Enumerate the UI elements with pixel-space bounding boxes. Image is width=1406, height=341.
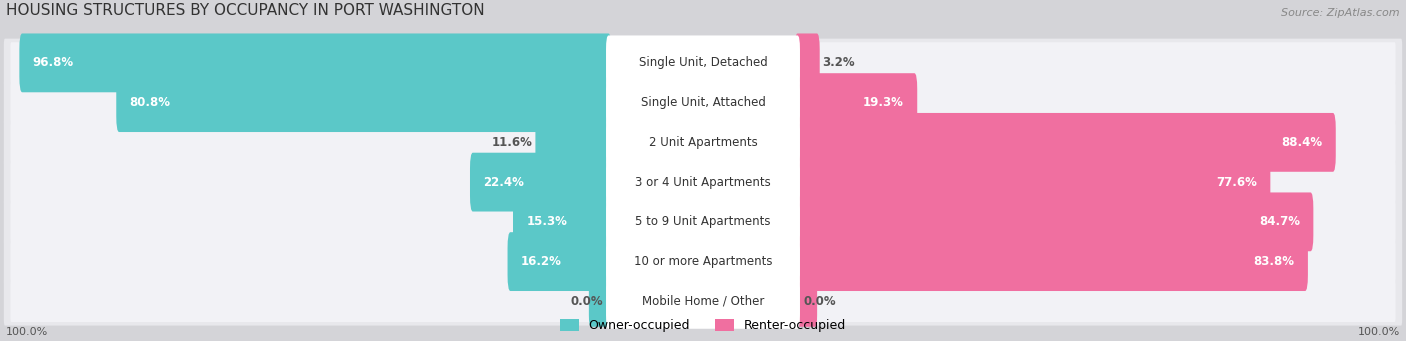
FancyBboxPatch shape (4, 118, 1402, 167)
FancyBboxPatch shape (796, 276, 817, 327)
Text: 0.0%: 0.0% (803, 295, 835, 308)
Text: 80.8%: 80.8% (129, 96, 170, 109)
FancyBboxPatch shape (470, 153, 612, 211)
Text: 3.2%: 3.2% (823, 56, 855, 69)
Text: Mobile Home / Other: Mobile Home / Other (641, 295, 765, 308)
FancyBboxPatch shape (606, 115, 800, 170)
FancyBboxPatch shape (20, 33, 612, 92)
FancyBboxPatch shape (10, 82, 1396, 123)
Text: Source: ZipAtlas.com: Source: ZipAtlas.com (1281, 9, 1400, 18)
FancyBboxPatch shape (10, 122, 1396, 163)
Text: HOUSING STRUCTURES BY OCCUPANCY IN PORT WASHINGTON: HOUSING STRUCTURES BY OCCUPANCY IN PORT … (6, 3, 485, 18)
FancyBboxPatch shape (606, 274, 800, 329)
Legend: Owner-occupied, Renter-occupied: Owner-occupied, Renter-occupied (555, 314, 851, 337)
FancyBboxPatch shape (4, 39, 1402, 87)
Text: 3 or 4 Unit Apartments: 3 or 4 Unit Apartments (636, 176, 770, 189)
Text: 77.6%: 77.6% (1216, 176, 1257, 189)
FancyBboxPatch shape (606, 234, 800, 289)
FancyBboxPatch shape (606, 194, 800, 249)
FancyBboxPatch shape (794, 33, 820, 92)
Text: 88.4%: 88.4% (1281, 136, 1323, 149)
FancyBboxPatch shape (10, 241, 1396, 282)
Text: 96.8%: 96.8% (32, 56, 73, 69)
FancyBboxPatch shape (794, 73, 917, 132)
FancyBboxPatch shape (4, 158, 1402, 206)
Text: Single Unit, Detached: Single Unit, Detached (638, 56, 768, 69)
FancyBboxPatch shape (794, 192, 1313, 251)
FancyBboxPatch shape (794, 113, 1336, 172)
FancyBboxPatch shape (4, 237, 1402, 286)
FancyBboxPatch shape (513, 192, 612, 251)
FancyBboxPatch shape (117, 73, 612, 132)
FancyBboxPatch shape (4, 198, 1402, 246)
FancyBboxPatch shape (10, 281, 1396, 322)
FancyBboxPatch shape (794, 153, 1271, 211)
FancyBboxPatch shape (536, 113, 612, 172)
FancyBboxPatch shape (4, 277, 1402, 326)
Text: 84.7%: 84.7% (1258, 216, 1301, 228)
Text: Single Unit, Attached: Single Unit, Attached (641, 96, 765, 109)
FancyBboxPatch shape (794, 232, 1308, 291)
Text: 83.8%: 83.8% (1254, 255, 1295, 268)
Text: 100.0%: 100.0% (1357, 327, 1400, 337)
Text: 15.3%: 15.3% (526, 216, 567, 228)
FancyBboxPatch shape (4, 78, 1402, 127)
Text: 16.2%: 16.2% (520, 255, 562, 268)
FancyBboxPatch shape (508, 232, 612, 291)
FancyBboxPatch shape (589, 276, 610, 327)
Text: 5 to 9 Unit Apartments: 5 to 9 Unit Apartments (636, 216, 770, 228)
FancyBboxPatch shape (606, 75, 800, 130)
Text: 10 or more Apartments: 10 or more Apartments (634, 255, 772, 268)
Text: 100.0%: 100.0% (6, 327, 49, 337)
Text: 19.3%: 19.3% (863, 96, 904, 109)
FancyBboxPatch shape (606, 155, 800, 209)
Text: 11.6%: 11.6% (492, 136, 533, 149)
FancyBboxPatch shape (10, 161, 1396, 203)
Text: 0.0%: 0.0% (571, 295, 603, 308)
FancyBboxPatch shape (606, 35, 800, 90)
FancyBboxPatch shape (10, 42, 1396, 84)
FancyBboxPatch shape (10, 201, 1396, 242)
Text: 22.4%: 22.4% (484, 176, 524, 189)
Text: 2 Unit Apartments: 2 Unit Apartments (648, 136, 758, 149)
